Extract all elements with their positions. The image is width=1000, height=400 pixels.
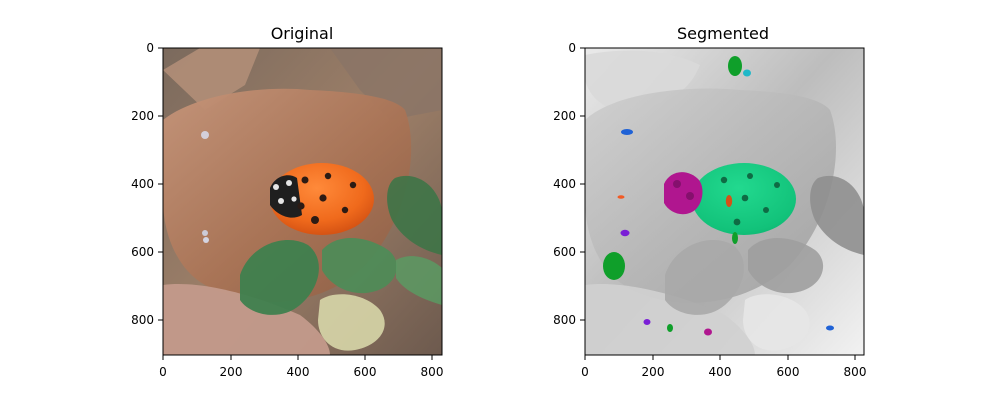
x-tick-label: 0 (159, 365, 167, 379)
original-image (163, 48, 442, 355)
x-tick-label: 800 (844, 365, 867, 379)
y-tick-label: 0 (146, 41, 154, 55)
panel-title-original: Original (271, 24, 334, 43)
y-tick-label: 400 (553, 177, 576, 191)
x-tick-label: 400 (709, 365, 732, 379)
x-tick-label: 200 (642, 365, 665, 379)
panel-segmented: Segmented (553, 24, 866, 379)
panel-title-segmented: Segmented (677, 24, 769, 43)
y-axis-segmented: 0 200 400 600 800 (553, 41, 585, 327)
panel-original: Original (131, 24, 443, 379)
y-tick-label: 800 (131, 313, 154, 327)
x-tick-label: 600 (354, 365, 377, 379)
x-tick-label: 200 (220, 365, 243, 379)
x-tick-label: 0 (581, 365, 589, 379)
y-tick-label: 200 (553, 109, 576, 123)
x-tick-label: 400 (287, 365, 310, 379)
x-tick-label: 800 (421, 365, 444, 379)
segmented-image (585, 48, 864, 355)
y-tick-label: 600 (553, 245, 576, 259)
x-axis-original: 0 200 400 600 800 (159, 355, 443, 379)
x-tick-label: 600 (777, 365, 800, 379)
y-tick-label: 400 (131, 177, 154, 191)
x-axis-segmented: 0 200 400 600 800 (581, 355, 866, 379)
y-axis-original: 0 200 400 600 800 (131, 41, 163, 327)
y-tick-label: 0 (568, 41, 576, 55)
y-tick-label: 600 (131, 245, 154, 259)
y-tick-label: 800 (553, 313, 576, 327)
y-tick-label: 200 (131, 109, 154, 123)
